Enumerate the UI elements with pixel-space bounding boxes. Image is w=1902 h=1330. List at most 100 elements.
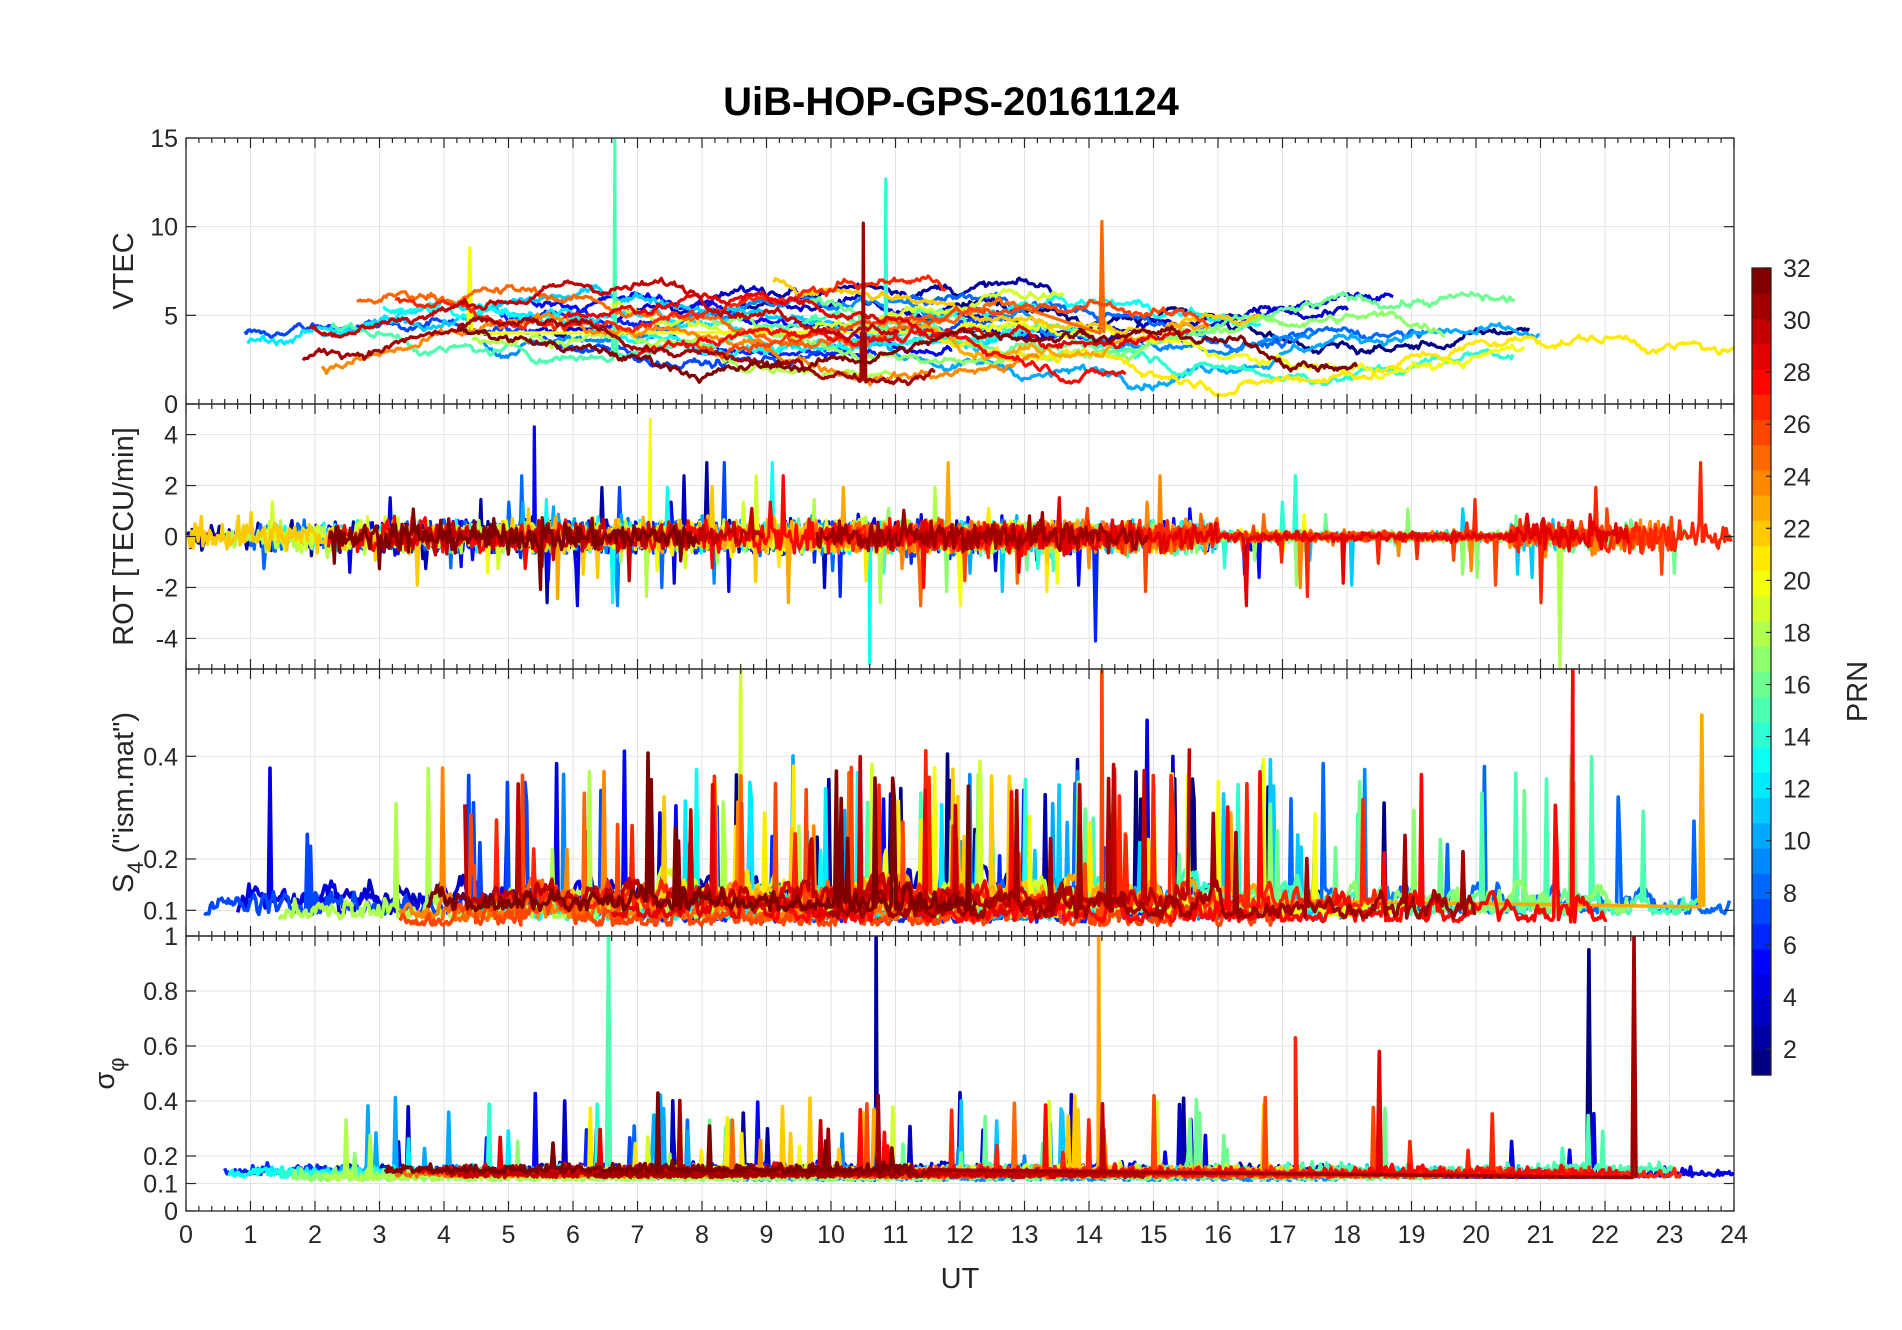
y-axis-label-sigma: σφ [89, 1057, 129, 1089]
colorbar-swatch [1752, 848, 1771, 874]
colorbar-tick-label: 24 [1783, 463, 1811, 491]
colorbar-swatch [1752, 747, 1771, 773]
grid-vtec [186, 138, 1734, 404]
y-axis-label-s4: S4 ("ism.mat") [108, 712, 148, 893]
colorbar-swatch [1752, 822, 1771, 849]
x-tick-label: 13 [1011, 1221, 1039, 1249]
panel-s4: 0.1 0.2 0.4S4 ("ism.mat") [108, 668, 1735, 937]
x-tick-label: 2 [308, 1221, 322, 1249]
colorbar-tick-label: 32 [1783, 255, 1811, 283]
colorbar-tick-label: 30 [1783, 307, 1811, 335]
series-prn-18 [224, 485, 1564, 669]
colorbar-tick-label: 28 [1783, 359, 1811, 387]
colorbar-swatch [1752, 268, 1771, 294]
series-group-sigma [222, 936, 1734, 1183]
x-tick-label: 5 [502, 1221, 516, 1249]
x-tick-label: 7 [631, 1221, 645, 1249]
colorbar-tick-label: 16 [1783, 672, 1811, 700]
x-tick-label: 15 [1140, 1221, 1168, 1249]
series-prn-14 [850, 177, 1515, 387]
colorbar-tick-label: 22 [1783, 515, 1811, 543]
x-tick-label: 23 [1656, 1221, 1684, 1249]
series-prn-29 [883, 496, 1631, 608]
colorbar-swatch [1752, 293, 1771, 320]
series-group-vtec [243, 138, 1734, 397]
x-tick-label: 1 [244, 1221, 258, 1249]
series-prn-27 [394, 274, 947, 334]
x-tick-label: 11 [883, 1221, 909, 1249]
colorbar-swatch [1752, 721, 1771, 748]
series-prn-31 [592, 936, 1638, 1180]
y-tick-label: 1 [164, 923, 178, 951]
colorbar-swatch [1752, 469, 1771, 496]
y-tick-label: 0.6 [143, 1033, 178, 1061]
colorbar-tick-label: 20 [1783, 567, 1811, 595]
y-tick-label: 0.2 [143, 846, 178, 874]
colorbar-frame [1751, 267, 1772, 1076]
colorbar-swatch [1752, 621, 1771, 647]
y-tick-label: 5 [164, 302, 178, 330]
colorbar-swatch [1752, 696, 1771, 723]
colorbar-tick-label: 10 [1783, 828, 1811, 856]
x-axis-label: UT [941, 1263, 980, 1295]
colorbar-swatch [1752, 898, 1771, 925]
panel-sigma: 00.10.20.40.60.810 1 2 3 4 5 6 7 8 9 10 11 12 13 14 15 1… [89, 923, 1748, 1295]
series-group-rot [186, 417, 1733, 669]
y-tick-label: -4 [156, 625, 178, 653]
series-prn-11 [320, 283, 1038, 353]
colorbar-label: PRN [1842, 661, 1874, 722]
colorbar-swatch [1752, 419, 1771, 446]
colorbar-tick-label: 6 [1783, 932, 1797, 960]
colorbar-swatch [1752, 873, 1771, 900]
x-tick-label: 10 [817, 1221, 845, 1249]
y-tick-label: 4 [164, 422, 178, 450]
colorbar-tick-label: 12 [1783, 776, 1811, 804]
x-tick-label: 6 [566, 1221, 580, 1249]
series-prn-29 [563, 290, 1192, 350]
panel-vtec: 0 5 10 15 VTEC [108, 125, 1735, 419]
series-prn-23 [839, 936, 1391, 1180]
y-tick-label: 0.4 [143, 1088, 178, 1116]
colorbar-tick-label: 4 [1783, 984, 1797, 1012]
panel-rot: -4 -2 0 2 4 ROT [TECU/min] [108, 403, 1735, 670]
series-prn-26 [695, 298, 1210, 360]
colorbar-swatch [1752, 343, 1771, 370]
colorbar-swatch [1752, 570, 1771, 597]
colorbar-swatch [1752, 545, 1771, 572]
y-tick-label: 15 [150, 125, 178, 153]
colorbar-swatch [1752, 948, 1771, 975]
colorbar-swatch [1752, 772, 1771, 799]
series-prn-32 [425, 751, 979, 913]
chart-title: UiB-HOP-GPS-20161124 [723, 80, 1180, 124]
colorbar-swatch [1752, 797, 1771, 824]
colorbar-swatch [1752, 318, 1771, 345]
series-prn-31 [815, 508, 1149, 555]
colorbar-swatch [1752, 1024, 1771, 1051]
colorbar-swatch [1752, 999, 1771, 1026]
y-tick-label: 0.8 [143, 978, 178, 1006]
x-tick-label: 21 [1527, 1221, 1555, 1249]
series-prn-30 [308, 276, 900, 342]
y-axis-label-rot: ROT [TECU/min] [108, 427, 140, 646]
x-tick-label: 24 [1720, 1221, 1748, 1249]
series-group-s4 [203, 669, 1732, 928]
x-tick-label: 14 [1075, 1221, 1103, 1249]
x-tick-label: 18 [1333, 1221, 1361, 1249]
x-tick-label: 8 [695, 1221, 709, 1249]
colorbar-swatch [1752, 368, 1771, 395]
x-tick-label: 16 [1204, 1221, 1232, 1249]
series-prn-17 [711, 310, 1446, 368]
colorbar-swatch [1752, 923, 1771, 950]
series-prn-31 [301, 221, 936, 387]
colorbar-tick-label: 18 [1783, 619, 1811, 647]
y-tick-label: 2 [164, 473, 178, 501]
series-prn-21 [936, 333, 1734, 397]
y-tick-label: 0 [164, 391, 178, 419]
colorbar-swatch [1752, 646, 1771, 673]
colorbar-swatch [1752, 1049, 1771, 1076]
x-tick-label: 17 [1269, 1221, 1297, 1249]
y-tick-label: 0.1 [143, 1171, 178, 1199]
x-tick-label: 9 [760, 1221, 774, 1249]
